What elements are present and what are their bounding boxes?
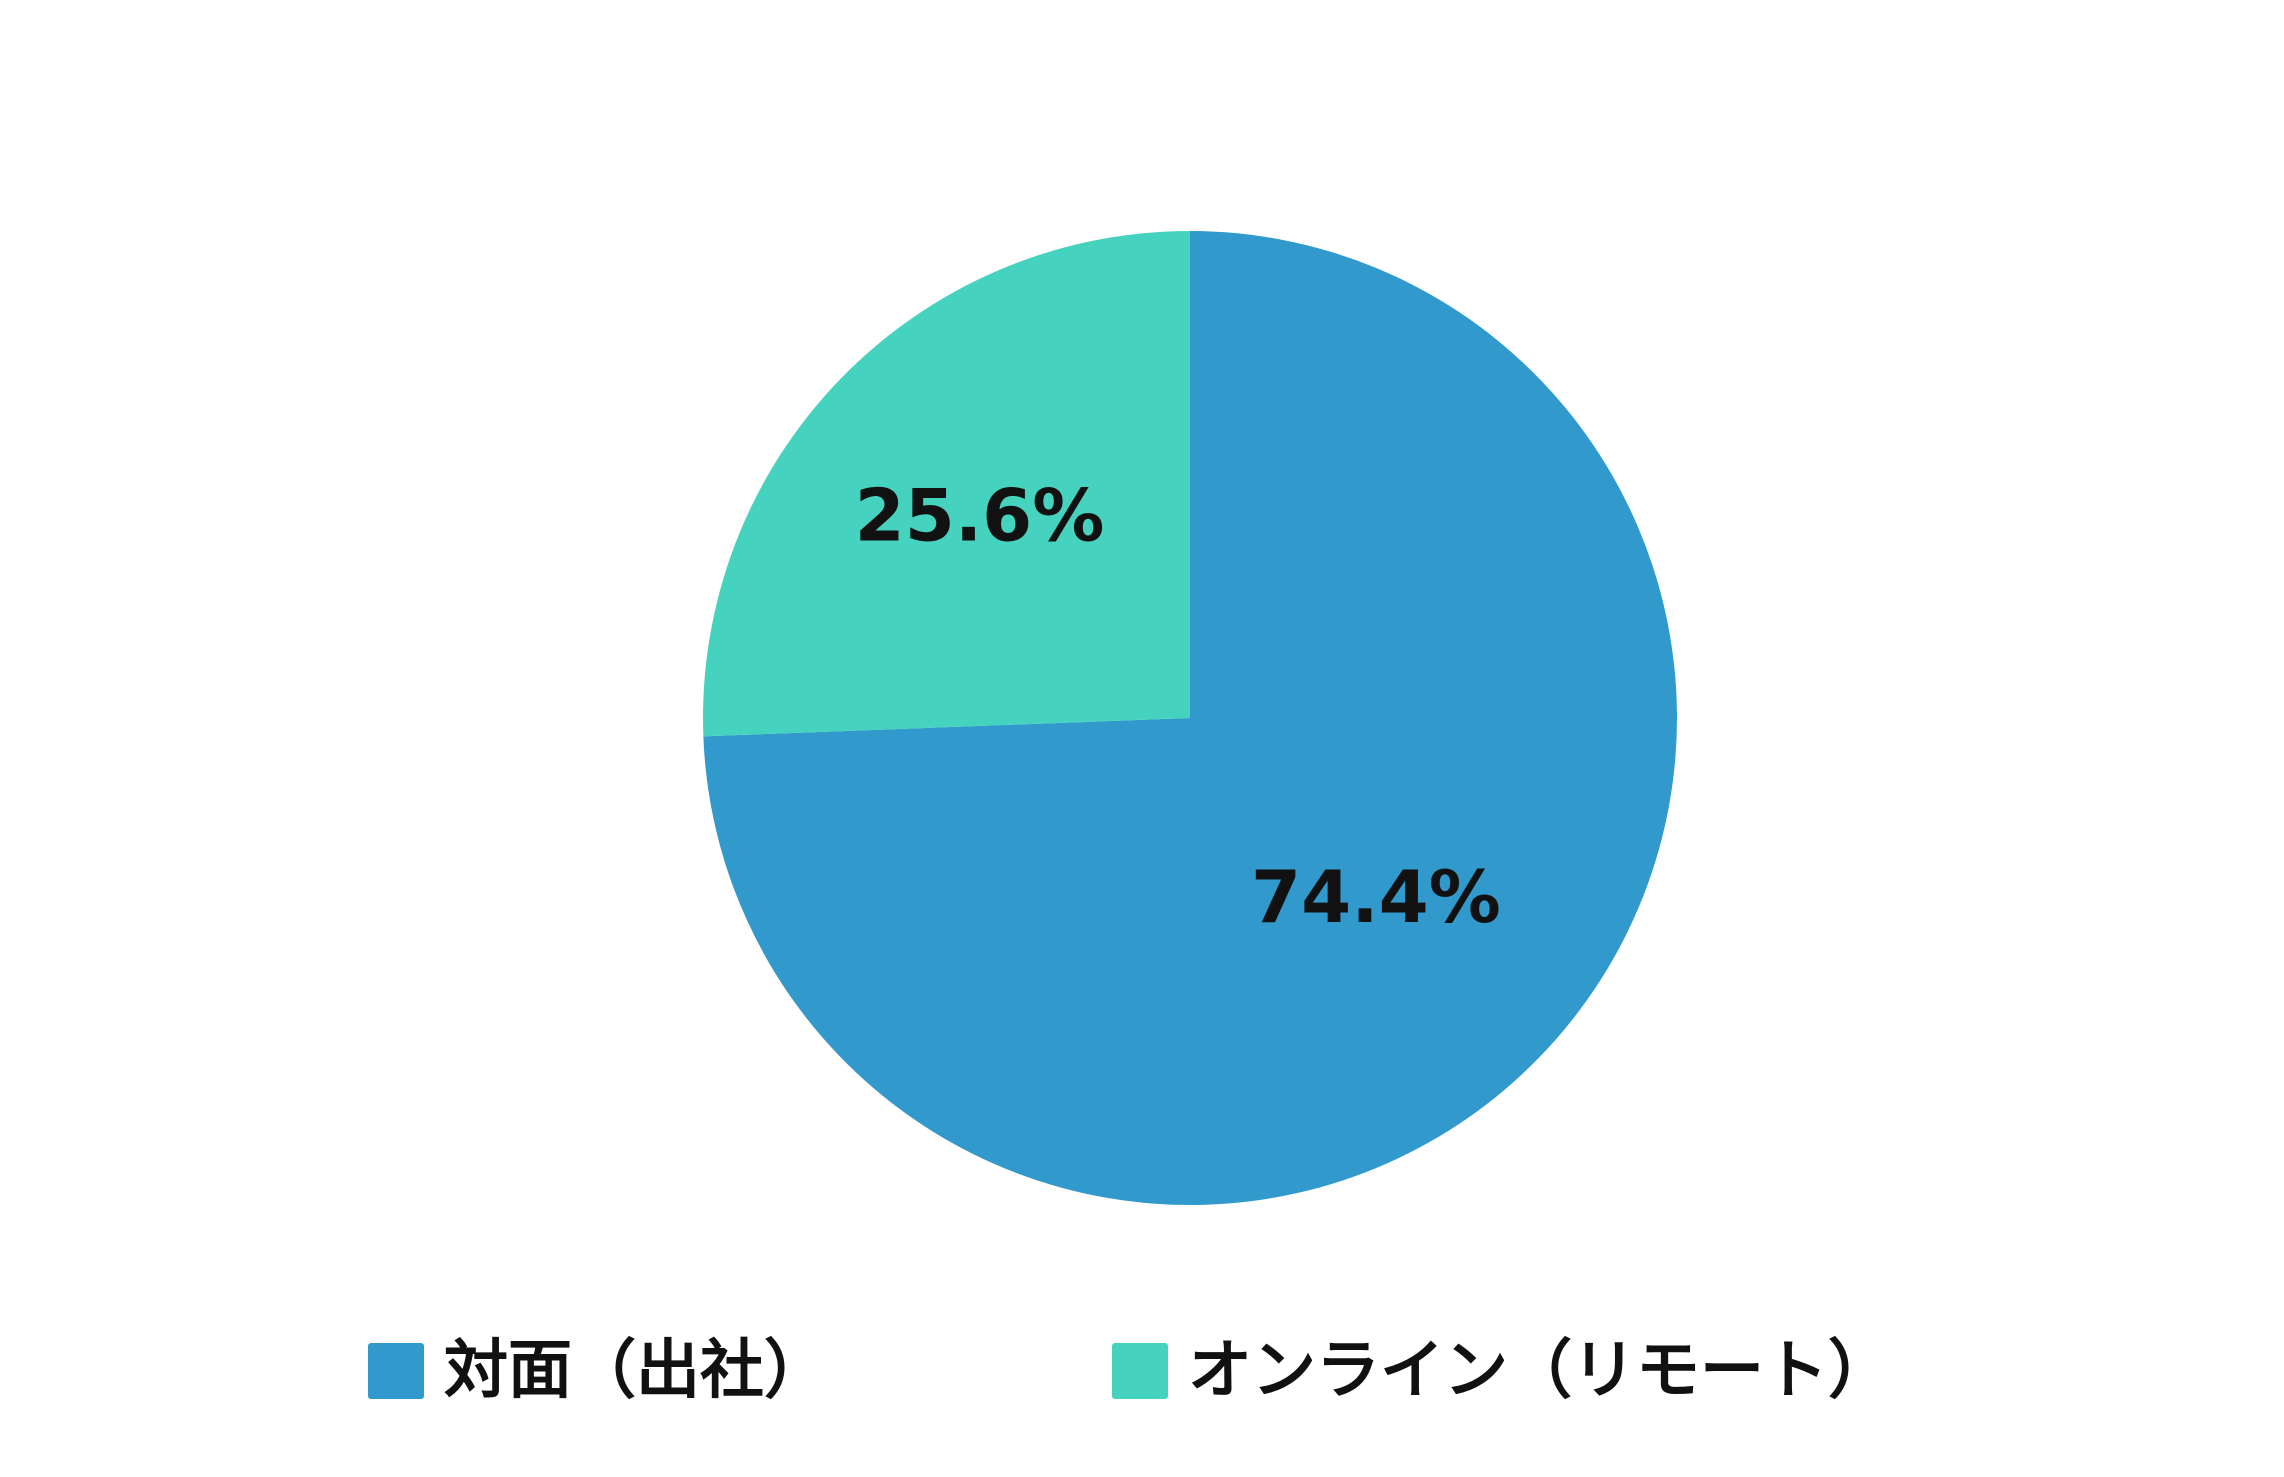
legend-item-1: 対面（出社） — [368, 1334, 828, 1408]
legend-swatch-1 — [368, 1343, 424, 1399]
legend-label-2: オンライン（リモート） — [1188, 1334, 1892, 1408]
legend: 対面（出社） オンライン（リモート） — [368, 1334, 1892, 1408]
pie-slices — [703, 231, 1677, 1205]
slice-value-label-2: 25.6% — [855, 473, 1105, 557]
slice-value-label-1: 74.4% — [1251, 855, 1501, 939]
slice-labels: 74.4% 25.6% — [855, 473, 1501, 939]
pie-slice-2 — [703, 231, 1190, 737]
legend-label-1: 対面（出社） — [444, 1334, 828, 1408]
legend-swatch-2 — [1112, 1343, 1168, 1399]
pie-slice-1 — [703, 231, 1677, 1205]
legend-item-2: オンライン（リモート） — [1112, 1334, 1892, 1408]
